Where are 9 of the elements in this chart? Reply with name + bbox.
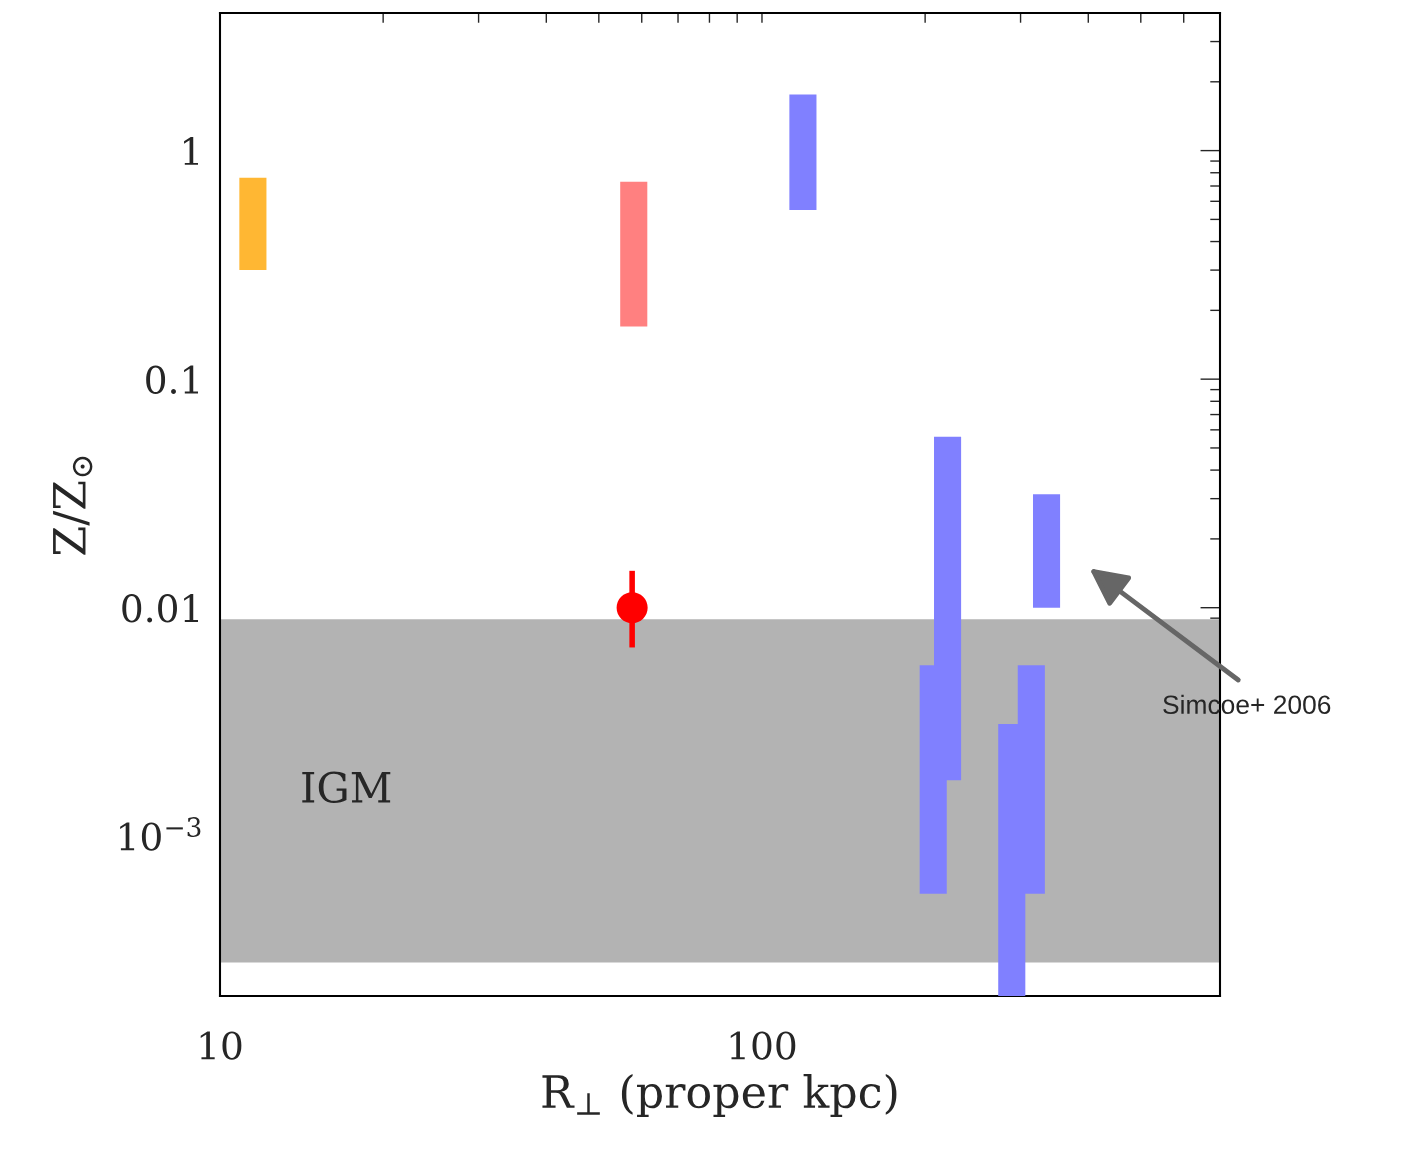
y-tick-label: 1 <box>184 137 199 165</box>
y-axis-title: Z/Z$_{⊙}$ <box>53 456 93 555</box>
y-tick-label: 0.1 <box>146 365 199 394</box>
x-axis-title: R$_{⊥}$ (proper kpc) <box>542 1073 897 1117</box>
y-tick-label: 10$^{−3}$ <box>120 817 201 851</box>
x-tick-label: 10 <box>200 1031 242 1060</box>
band-label: IGM <box>302 771 391 804</box>
x-tick-label: 100 <box>730 1031 796 1060</box>
y-tick-label: 0.01 <box>122 594 199 623</box>
